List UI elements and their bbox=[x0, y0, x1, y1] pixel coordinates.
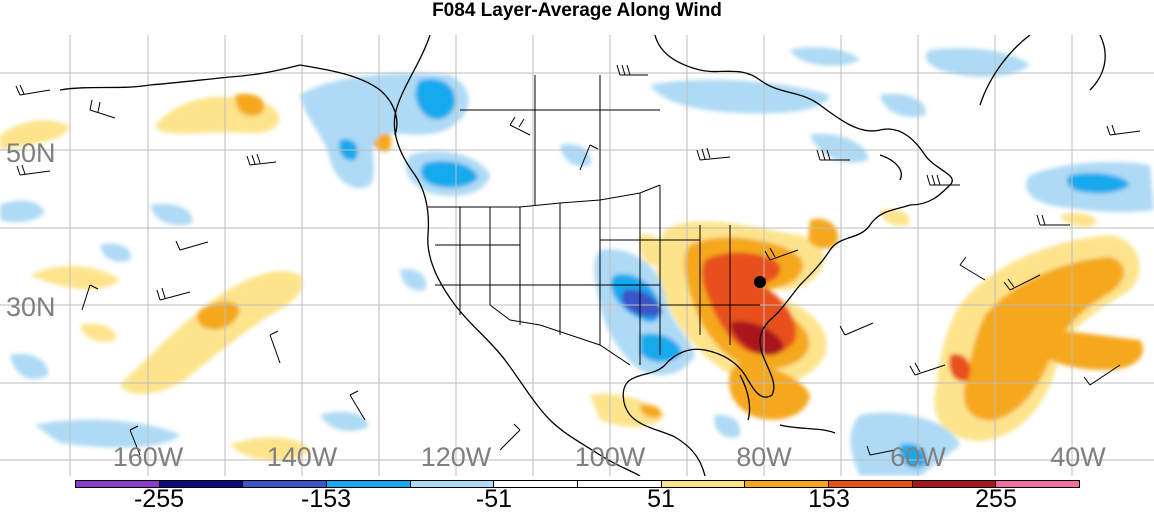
colorbar-label: -255 bbox=[133, 485, 185, 513]
lon-label-140w: 140W bbox=[266, 442, 338, 472]
lon-label-100w: 100W bbox=[574, 442, 646, 472]
colorbar-segment bbox=[745, 481, 830, 487]
colorbar-segment bbox=[912, 481, 997, 487]
lon-label-80w: 80W bbox=[736, 442, 792, 472]
shaded-field bbox=[0, 47, 1154, 476]
colorbar-segment bbox=[996, 481, 1080, 487]
lat-label-30n: 30N bbox=[6, 292, 56, 322]
colorbar-segment bbox=[410, 481, 495, 487]
colorbar-segment bbox=[76, 481, 160, 487]
lon-label-40w: 40W bbox=[1050, 442, 1106, 472]
colorbar-label: 51 bbox=[647, 485, 675, 513]
colorbar-segment bbox=[327, 481, 411, 487]
station-marker[interactable] bbox=[754, 276, 766, 288]
colorbar-segment bbox=[661, 481, 746, 487]
colorbar-label: -153 bbox=[300, 485, 352, 513]
lon-label-160w: 160W bbox=[112, 442, 184, 472]
colorbar-label: -51 bbox=[475, 485, 513, 513]
political-borders bbox=[428, 75, 760, 366]
map-title: F084 Layer-Average Along Wind bbox=[432, 0, 722, 21]
coastlines bbox=[59, 35, 1106, 476]
lon-label-60w: 60W bbox=[890, 442, 946, 472]
lat-label-50n: 50N bbox=[6, 138, 56, 168]
colorbar-segment bbox=[494, 481, 579, 487]
colorbar bbox=[75, 480, 1080, 488]
colorbar-label: 255 bbox=[975, 485, 1017, 513]
weather-map bbox=[0, 35, 1154, 476]
wind-barbs bbox=[15, 64, 1141, 456]
lon-label-120w: 120W bbox=[420, 442, 492, 472]
colorbar-segment bbox=[159, 481, 244, 487]
colorbar-segment bbox=[578, 481, 662, 487]
graticule bbox=[0, 35, 1154, 476]
colorbar-segment bbox=[243, 481, 328, 487]
colorbar-label: 153 bbox=[808, 485, 850, 513]
colorbar-segment bbox=[829, 481, 913, 487]
